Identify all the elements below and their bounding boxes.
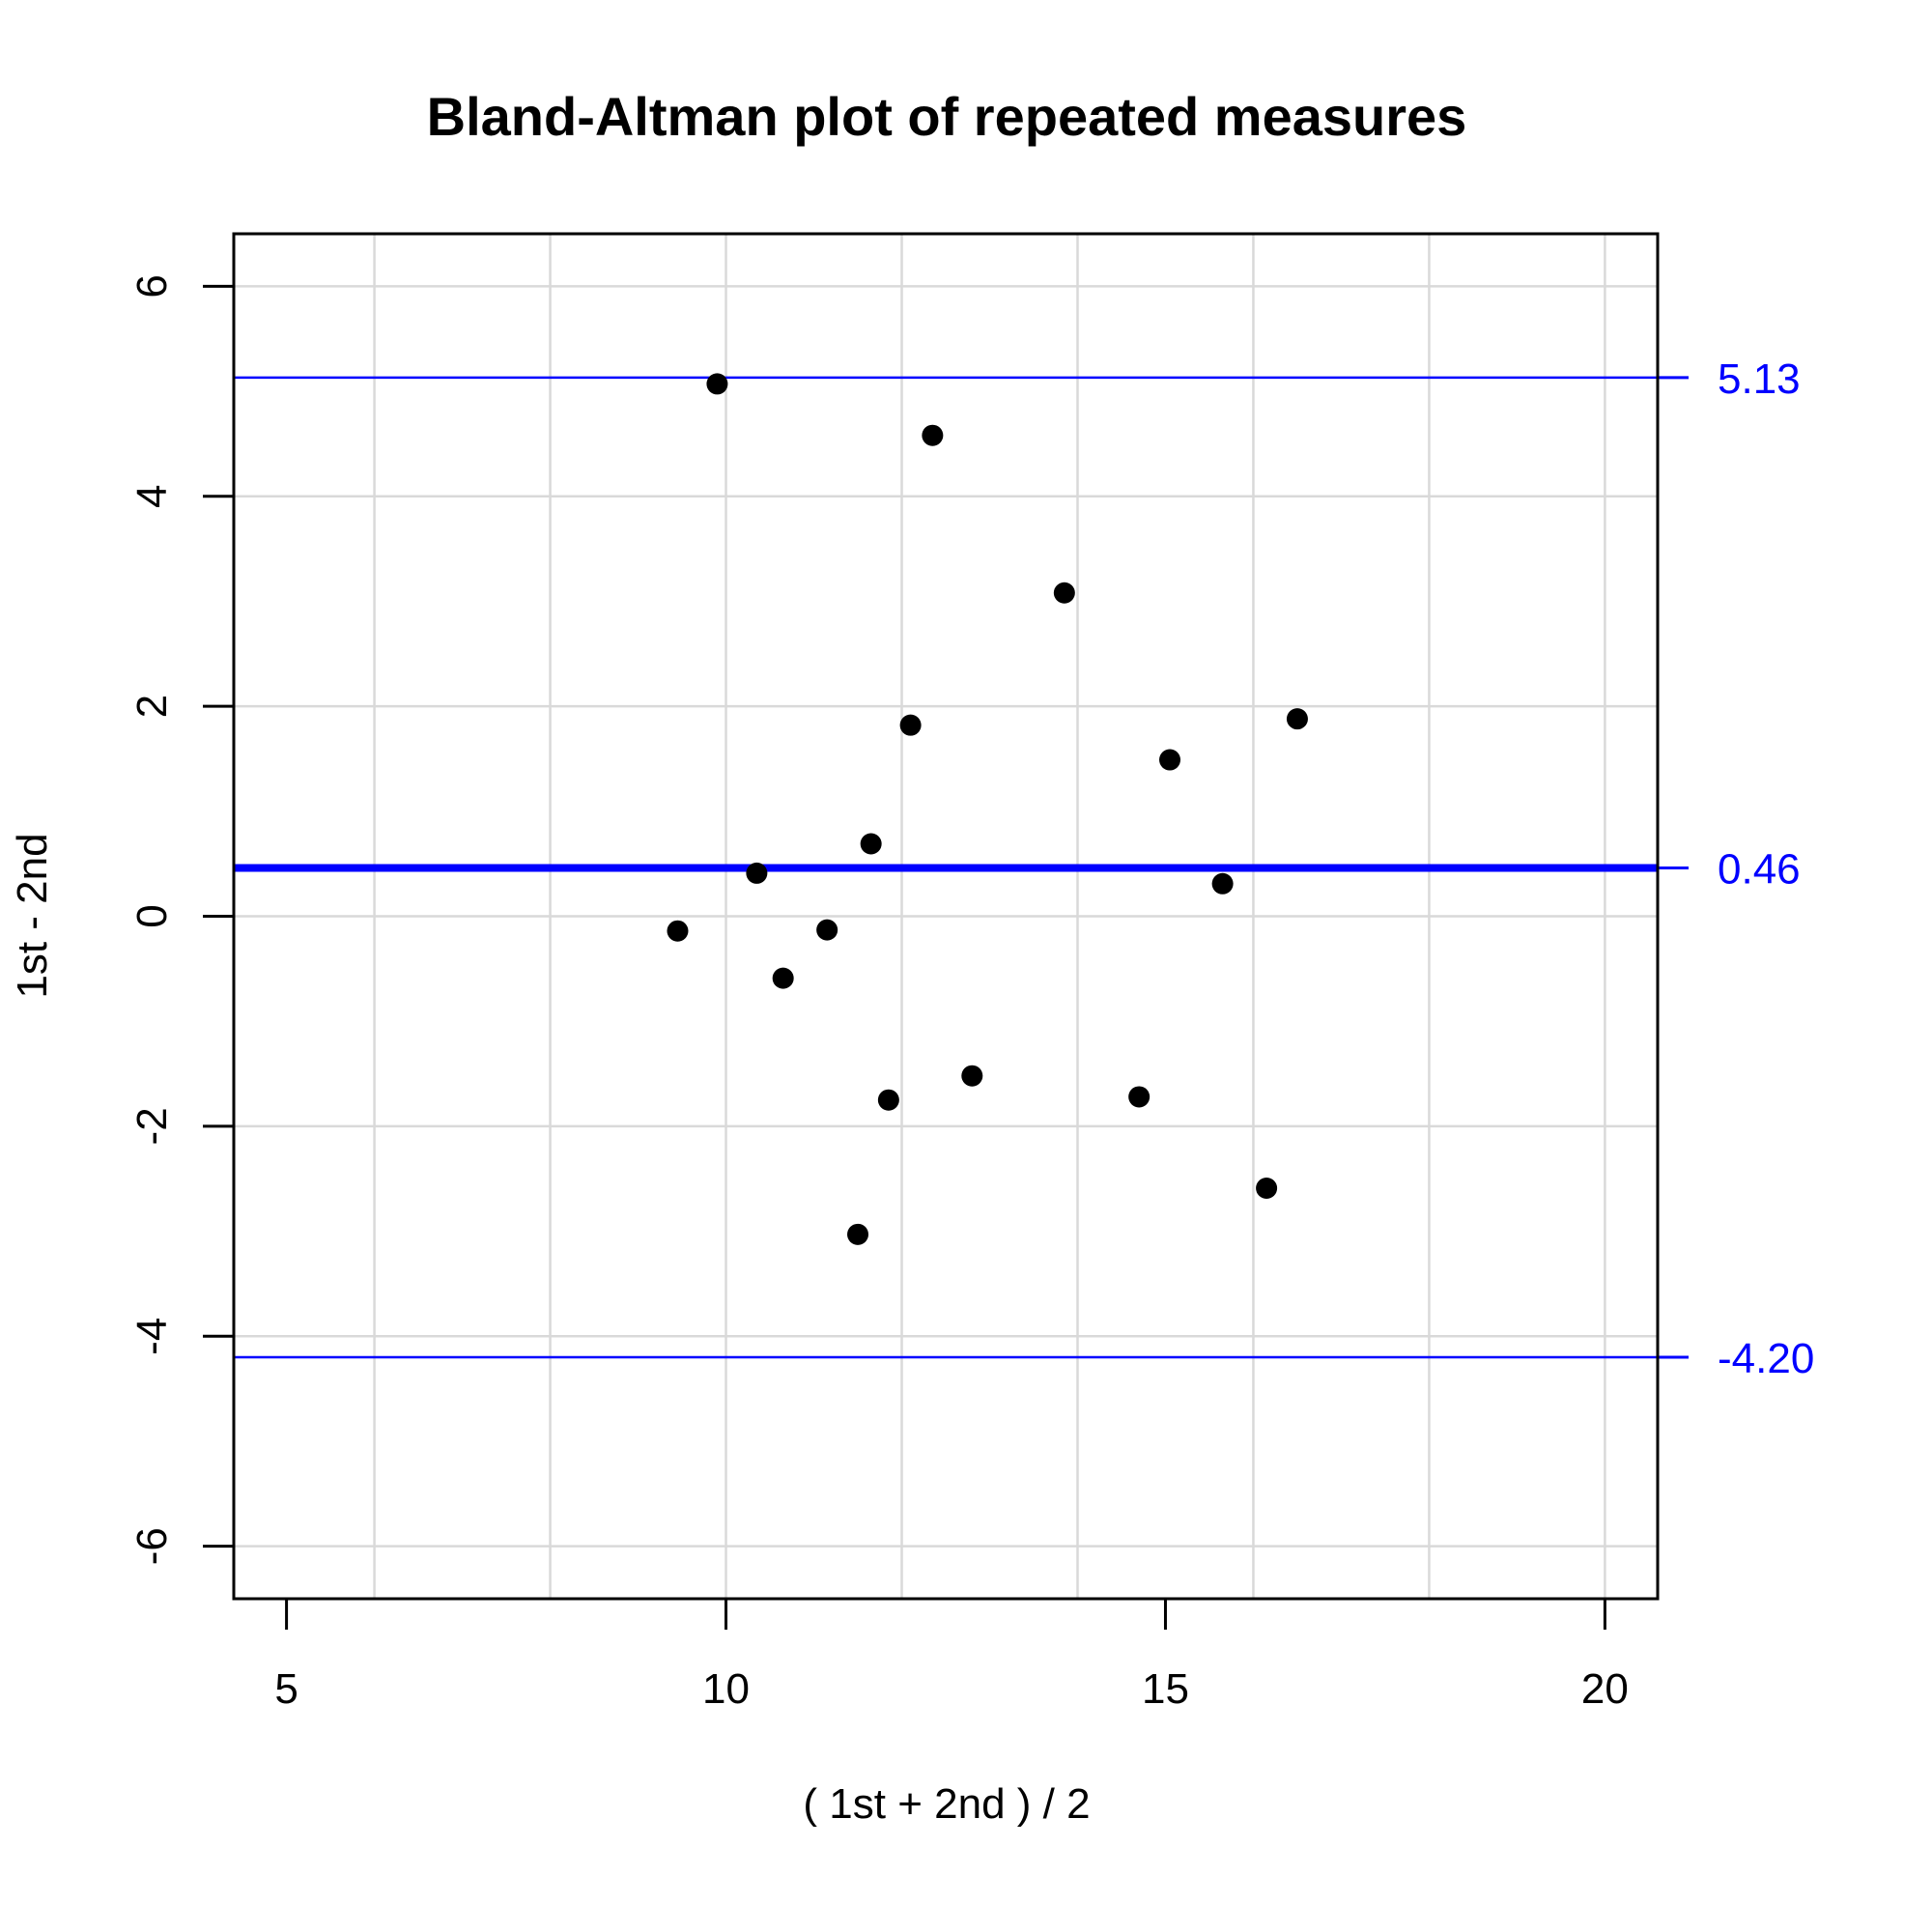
data-point bbox=[961, 1065, 983, 1087]
x-tick-label: 20 bbox=[1581, 1665, 1629, 1713]
y-tick-label: 4 bbox=[128, 484, 176, 507]
data-point bbox=[746, 862, 768, 884]
y-tick-label: 2 bbox=[128, 695, 176, 718]
data-point bbox=[1256, 1178, 1278, 1200]
x-tick-label: 5 bbox=[274, 1665, 298, 1713]
data-point bbox=[1159, 749, 1181, 771]
reference-line-label: 5.13 bbox=[1718, 355, 1801, 403]
x-tick-label: 15 bbox=[1142, 1665, 1189, 1713]
data-point bbox=[899, 714, 922, 736]
data-point bbox=[860, 833, 882, 855]
chart-title: Bland-Altman plot of repeated measures bbox=[427, 86, 1467, 147]
y-tick-label: -4 bbox=[128, 1318, 176, 1355]
data-point bbox=[706, 373, 728, 395]
data-point bbox=[877, 1089, 899, 1111]
y-tick-label: 6 bbox=[128, 274, 176, 298]
y-tick-label: 0 bbox=[128, 904, 176, 927]
y-axis: -6 -4 -2 0 2 4 6 bbox=[128, 274, 234, 1565]
y-tick-label: -2 bbox=[128, 1107, 176, 1145]
x-axis: 5 10 15 20 bbox=[274, 1597, 1629, 1713]
reference-line-label: -4.20 bbox=[1718, 1335, 1814, 1382]
grid bbox=[234, 234, 1658, 1599]
y-tick-label: -6 bbox=[128, 1527, 176, 1565]
x-axis-label: ( 1st + 2nd ) / 2 bbox=[803, 1780, 1090, 1828]
reference-line-label: 0.46 bbox=[1718, 846, 1801, 894]
data-point bbox=[847, 1223, 869, 1245]
data-point bbox=[1128, 1086, 1151, 1108]
data-point bbox=[1211, 872, 1234, 895]
data-point bbox=[1286, 708, 1308, 730]
data-point bbox=[667, 920, 689, 942]
data-point bbox=[1053, 582, 1075, 604]
data-point bbox=[772, 967, 794, 989]
data-points bbox=[667, 373, 1308, 1245]
data-point bbox=[816, 919, 838, 941]
reference-lines: 5.13 0.46 -4.20 bbox=[234, 355, 1814, 1382]
y-axis-label: 1st - 2nd bbox=[9, 833, 56, 998]
data-point bbox=[922, 424, 944, 446]
x-tick-label: 10 bbox=[702, 1665, 750, 1713]
